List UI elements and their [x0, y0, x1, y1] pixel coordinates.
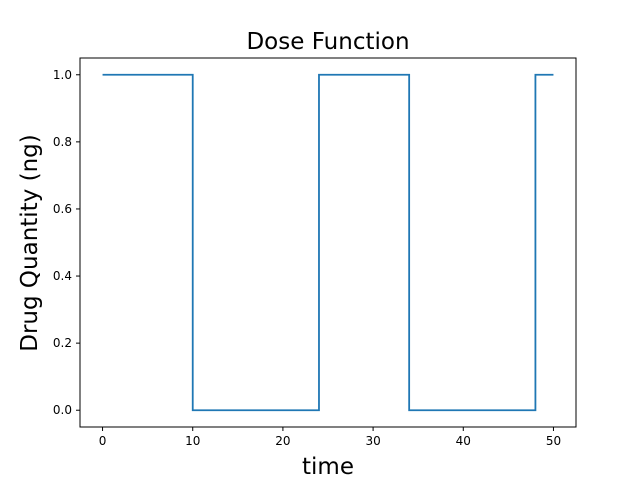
x-axis-ticks: 0 10 20 30 40 50 [99, 427, 561, 448]
y-tick-label: 0.4 [53, 269, 72, 283]
y-axis-ticks: 0.0 0.2 0.4 0.6 0.8 1.0 [53, 68, 80, 417]
y-tick-label: 1.0 [53, 68, 72, 82]
y-axis-label: Drug Quantity (ng) [17, 134, 43, 351]
x-tick-label: 50 [546, 434, 561, 448]
x-tick-label: 10 [185, 434, 200, 448]
x-tick-label: 30 [365, 434, 380, 448]
plot-area [102, 73, 554, 412]
axes-frame [79, 57, 577, 428]
x-tick-label: 20 [275, 434, 290, 448]
x-tick-label: 0 [99, 434, 107, 448]
dose-series-line [102, 73, 554, 412]
y-tick-label: 0.2 [53, 336, 72, 350]
x-tick-label: 40 [456, 434, 471, 448]
y-tick-label: 0.6 [53, 202, 72, 216]
x-axis-label: time [302, 454, 354, 480]
y-tick-label: 0.8 [53, 135, 72, 149]
y-tick-label: 0.0 [53, 403, 72, 417]
chart-title: Dose Function [246, 29, 409, 55]
